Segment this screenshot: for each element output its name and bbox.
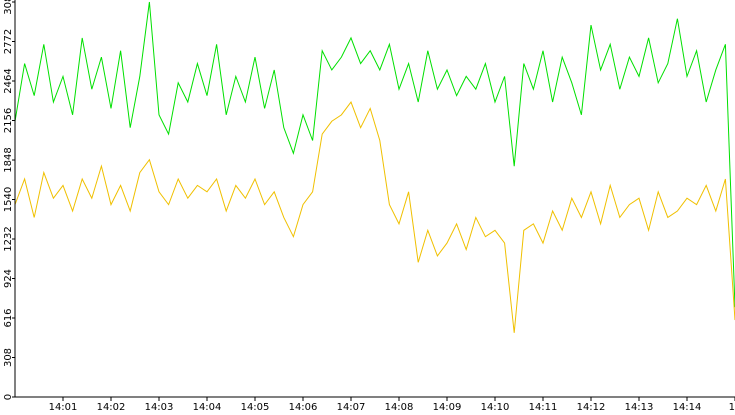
y-tick-label: 1232 <box>3 226 14 251</box>
y-tick-label: 1540 <box>3 187 14 212</box>
x-tick-label: 14:13 <box>625 402 654 413</box>
series-line <box>14 100 735 333</box>
y-tick-label: 3080 <box>3 0 14 15</box>
x-tick-label: 14:14 <box>673 402 702 413</box>
x-tick-label: 14 <box>729 402 735 413</box>
y-tick-label: 2464 <box>3 68 14 93</box>
x-tick-label: 14:01 <box>49 402 78 413</box>
x-tick-label: 14:10 <box>481 402 510 413</box>
x-tick-label: 14:12 <box>577 402 606 413</box>
y-tick-label: 2772 <box>3 29 14 54</box>
x-tick-label: 14:08 <box>385 402 414 413</box>
x-tick-label: 14:04 <box>193 402 222 413</box>
y-tick-label: 616 <box>3 308 14 327</box>
x-tick-label: 14:09 <box>433 402 462 413</box>
y-tick-label: 2156 <box>3 108 14 133</box>
x-tick-label: 14:06 <box>289 402 318 413</box>
y-tick-label: 0 <box>3 394 14 400</box>
y-tick-label: 1848 <box>3 147 14 172</box>
series-line <box>14 1 735 308</box>
x-tick-label: 14:05 <box>241 402 270 413</box>
x-tick-label: 14:11 <box>529 402 558 413</box>
x-tick-label: 14:07 <box>337 402 366 413</box>
x-tick-label: 14:03 <box>145 402 174 413</box>
y-tick-label: 924 <box>3 269 14 288</box>
y-tick-label: 308 <box>3 348 14 367</box>
x-tick-label: 14:02 <box>97 402 126 413</box>
